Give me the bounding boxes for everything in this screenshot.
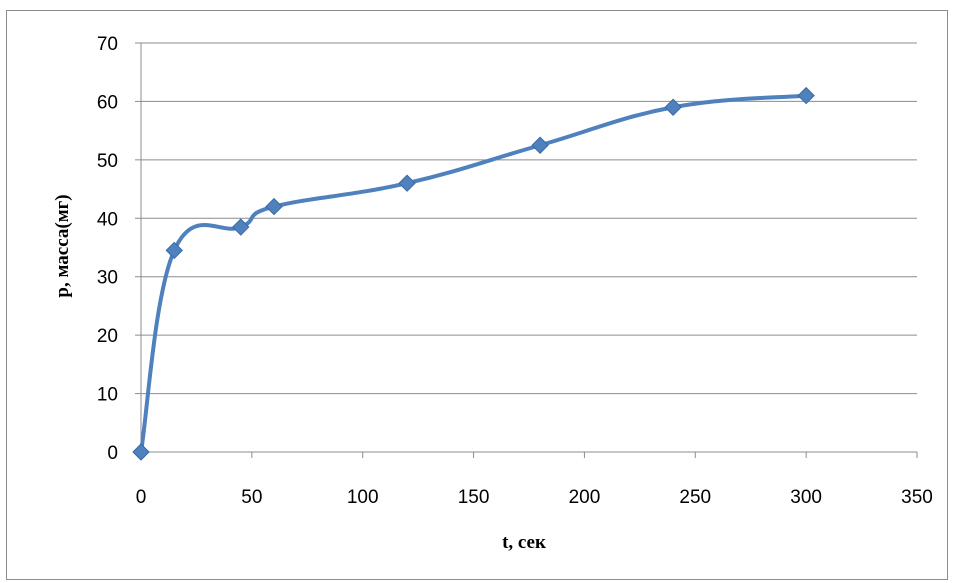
- y-tick-label: 10: [97, 385, 118, 406]
- axes: [135, 42, 918, 458]
- x-tick-label: 300: [790, 487, 822, 508]
- x-tick-labels: 0 50 100 150 200 250 300 350: [136, 487, 933, 508]
- markers: [132, 86, 815, 461]
- x-tick-label: 50: [241, 487, 262, 508]
- x-tick-label: 150: [458, 487, 490, 508]
- x-tick-label: 200: [569, 487, 601, 508]
- y-tick-label: 30: [97, 268, 118, 289]
- y-axis-title: р, масса(мг): [52, 194, 73, 297]
- x-tick-label: 350: [901, 487, 933, 508]
- y-tick-labels: 0 10 20 30 40 50 60 70: [97, 34, 118, 464]
- gridlines: [141, 42, 917, 395]
- data-point-marker: [132, 443, 150, 461]
- series: [139, 93, 807, 453]
- y-tick-label: 20: [97, 326, 118, 347]
- y-tick-label: 40: [97, 209, 118, 230]
- y-tick-label: 60: [97, 92, 118, 113]
- data-point-marker: [165, 241, 183, 260]
- data-point-marker: [232, 218, 250, 236]
- x-tick-label: 100: [347, 487, 379, 508]
- data-point-marker: [398, 174, 416, 192]
- y-tick-label: 0: [107, 443, 118, 464]
- data-point-marker: [664, 98, 682, 116]
- data-point-marker: [797, 86, 815, 105]
- x-tick-label: 250: [679, 487, 711, 508]
- y-tick-label: 70: [97, 34, 118, 55]
- x-axis-title: t, сек: [502, 532, 546, 553]
- data-point-marker: [265, 197, 283, 216]
- data-point-marker: [531, 136, 549, 154]
- series-line: [139, 93, 807, 453]
- x-tick-label: 0: [136, 487, 147, 508]
- y-tick-label: 50: [97, 151, 118, 172]
